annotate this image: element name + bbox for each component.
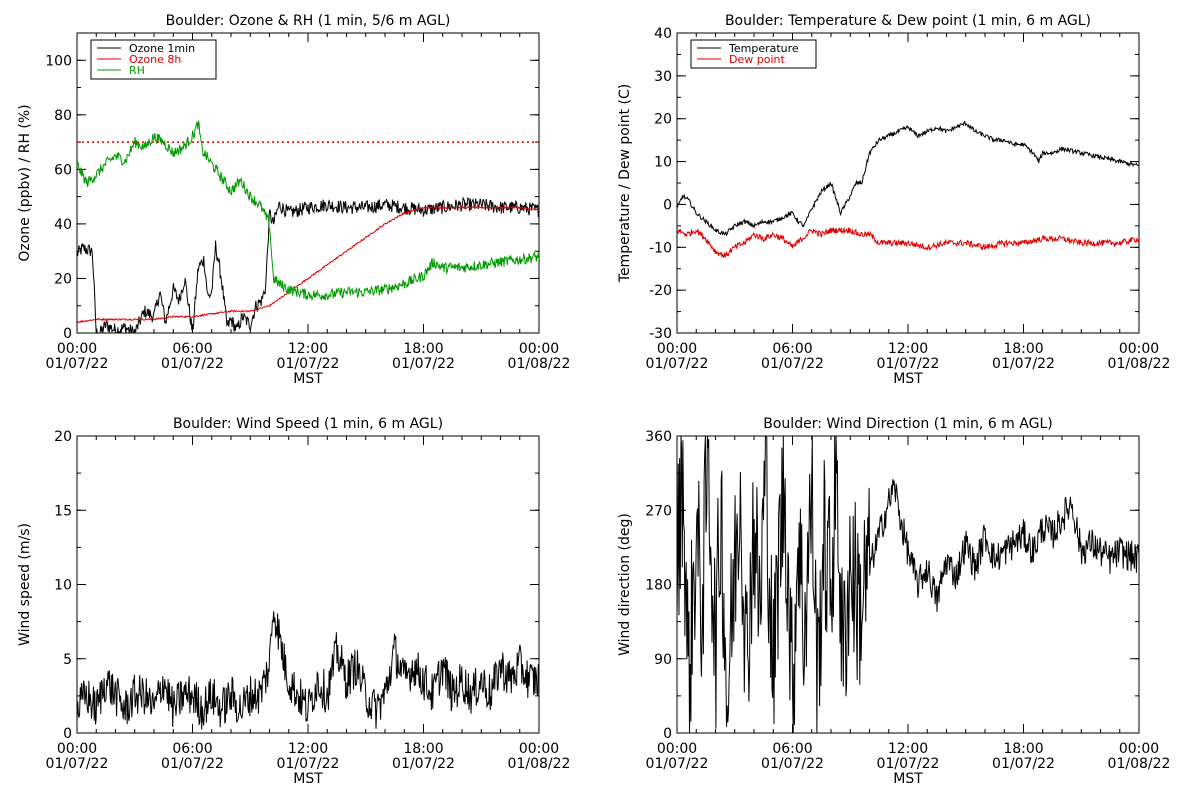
y-tick-label: -30 (649, 326, 672, 342)
x-tick-date-label: 01/07/22 (392, 356, 455, 372)
chart-title: Boulder: Wind Speed (1 min, 6 m AGL) (173, 416, 443, 432)
y-tick-label: 10 (654, 155, 672, 171)
y-tick-label: 5 (63, 652, 72, 668)
chart-title: Boulder: Ozone & RH (1 min, 5/6 m AGL) (166, 13, 451, 29)
series-line-dew-point (677, 227, 1139, 258)
legend-label: Temperature (728, 42, 799, 55)
x-tick-date-label: 01/08/22 (508, 356, 571, 372)
y-tick-label: 20 (54, 429, 72, 445)
legend-box (690, 39, 817, 69)
x-tick-date-label: 01/07/22 (46, 356, 109, 372)
y-tick-label: 20 (654, 112, 672, 128)
x-axis-label: MST (893, 771, 923, 787)
y-tick-label: -10 (649, 240, 672, 256)
y-axis-label: Ozone (ppbv) / RH (%) (17, 104, 33, 261)
series-line-ozone-8h (77, 205, 539, 324)
x-tick-label: 18:00 (1003, 741, 1043, 757)
x-tick-label: 00:00 (519, 341, 559, 357)
x-tick-label: 18:00 (1003, 341, 1043, 357)
x-tick-label: 12:00 (888, 741, 928, 757)
chart-title: Boulder: Temperature & Dew point (1 min,… (725, 13, 1091, 29)
legend-label: RH (129, 64, 145, 77)
y-axis-label: Temperature / Dew point (C) (617, 84, 633, 283)
x-tick-date-label: 01/08/22 (1108, 756, 1171, 772)
legend-label: Ozone 1min (129, 42, 195, 55)
x-tick-date-label: 01/07/22 (761, 356, 824, 372)
x-tick-label: 00:00 (657, 741, 697, 757)
x-tick-label: 00:00 (57, 741, 97, 757)
plot-frame (676, 32, 1140, 334)
x-tick-date-label: 01/08/22 (1108, 356, 1171, 372)
x-tick-date-label: 01/08/22 (508, 756, 571, 772)
series-line-1 (677, 436, 1139, 733)
legend-label: Dew point (729, 53, 785, 66)
plot-frame (676, 435, 1140, 734)
x-tick-date-label: 01/07/22 (46, 756, 109, 772)
y-tick-label: 90 (654, 652, 672, 668)
x-tick-date-label: 01/07/22 (161, 356, 224, 372)
y-tick-label: -20 (649, 283, 672, 299)
x-tick-label: 00:00 (657, 341, 697, 357)
x-tick-date-label: 01/07/22 (277, 356, 340, 372)
x-tick-label: 00:00 (1119, 341, 1159, 357)
y-tick-label: 15 (54, 503, 72, 519)
y-tick-label: 100 (45, 53, 72, 69)
series-line-1 (77, 611, 539, 730)
x-axis-label: MST (293, 371, 323, 387)
x-tick-label: 06:00 (772, 741, 812, 757)
y-tick-label: 30 (654, 69, 672, 85)
x-tick-date-label: 01/07/22 (877, 756, 940, 772)
x-tick-date-label: 01/07/22 (646, 756, 709, 772)
x-tick-date-label: 01/07/22 (646, 356, 709, 372)
x-axis-label: MST (893, 371, 923, 387)
y-tick-label: 0 (663, 726, 672, 742)
x-tick-label: 18:00 (403, 741, 443, 757)
y-tick-label: 0 (63, 326, 72, 342)
y-tick-label: 360 (645, 429, 672, 445)
y-tick-label: 180 (645, 578, 672, 594)
chart-panel-4: Boulder: Wind Direction (1 min, 6 m AGL)… (617, 416, 1170, 787)
y-axis-label: Wind direction (deg) (617, 513, 633, 656)
y-tick-label: 0 (663, 197, 672, 213)
x-tick-label: 06:00 (772, 341, 812, 357)
x-tick-date-label: 01/07/22 (877, 356, 940, 372)
x-tick-date-label: 01/07/22 (161, 756, 224, 772)
y-tick-label: 40 (654, 26, 672, 42)
y-tick-label: 80 (54, 108, 72, 124)
series-line-temperature (677, 120, 1139, 237)
x-tick-label: 12:00 (288, 341, 328, 357)
x-tick-label: 00:00 (57, 341, 97, 357)
chart-panel-1: Boulder: Ozone & RH (1 min, 5/6 m AGL) 0 2… (17, 13, 570, 387)
x-axis-label: MST (293, 771, 323, 787)
chart-title: Boulder: Wind Direction (1 min, 6 m AGL) (763, 416, 1052, 432)
series-line-rh (77, 120, 539, 301)
y-tick-label: 0 (63, 726, 72, 742)
x-tick-label: 12:00 (888, 341, 928, 357)
x-tick-label: 18:00 (403, 341, 443, 357)
y-tick-label: 20 (54, 271, 72, 287)
x-tick-label: 06:00 (172, 741, 212, 757)
x-tick-date-label: 01/07/22 (992, 756, 1055, 772)
chart-panel-3: Boulder: Wind Speed (1 min, 6 m AGL) 0 5 10… (17, 416, 570, 787)
x-tick-date-label: 01/07/22 (277, 756, 340, 772)
x-tick-label: 00:00 (1119, 741, 1159, 757)
y-tick-label: 10 (54, 578, 72, 594)
y-tick-label: 60 (54, 162, 72, 178)
chart-panel-2: Boulder: Temperature & Dew point (1 min,… (617, 13, 1170, 387)
y-tick-label: 40 (54, 217, 72, 233)
legend-label: Ozone 8h (129, 53, 181, 66)
x-tick-label: 12:00 (288, 741, 328, 757)
x-tick-date-label: 01/07/22 (992, 356, 1055, 372)
y-axis-label: Wind speed (m/s) (17, 523, 33, 646)
x-tick-label: 06:00 (172, 341, 212, 357)
y-tick-label: 270 (645, 503, 672, 519)
x-tick-date-label: 01/07/22 (761, 756, 824, 772)
x-tick-label: 00:00 (519, 741, 559, 757)
x-tick-date-label: 01/07/22 (392, 756, 455, 772)
